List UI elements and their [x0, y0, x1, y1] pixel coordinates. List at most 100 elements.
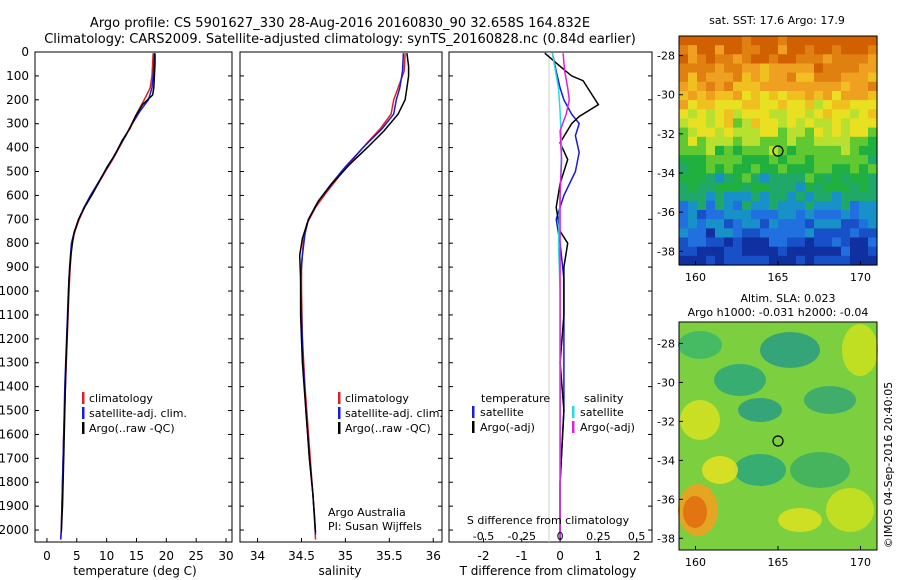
sst-cell [697, 63, 707, 74]
sst-cell [787, 173, 797, 184]
sst-cell [697, 136, 707, 147]
sst-cell [706, 118, 716, 129]
legend-swatch [572, 421, 575, 433]
sst-cell [796, 228, 806, 239]
sst-cell [769, 219, 779, 229]
imos-credit: ©IMOS 04-Sep-2016 20:40:05 [882, 382, 895, 548]
sst-cell [688, 182, 698, 193]
sst-cell [868, 100, 878, 110]
sst-cell [823, 100, 833, 110]
sst-cell [832, 36, 842, 46]
sst-cell [805, 118, 815, 129]
sst-cell [733, 36, 743, 46]
sst-cell [787, 91, 797, 101]
sst-cell [805, 255, 815, 266]
sst-cell [787, 164, 797, 174]
legend-label: satellite [480, 406, 524, 419]
sst-cell [724, 173, 734, 184]
sst-cell [706, 219, 716, 229]
sst-cell [697, 145, 707, 156]
sst-cell [805, 191, 815, 202]
x-tick-label: 25 [189, 549, 204, 563]
sst-cell [742, 81, 752, 92]
sst-cell [805, 127, 815, 138]
sst-cell [841, 228, 851, 239]
sst-cell [805, 200, 815, 211]
temperature-y-ticks [35, 51, 232, 531]
sst-cell [724, 191, 734, 202]
sst-cell [778, 127, 788, 138]
series-line [60, 53, 156, 533]
sst-cell [868, 200, 878, 211]
salinity-legend: climatology satellite-adj. clim. Argo(..ra… [338, 392, 443, 435]
sst-cell [787, 237, 797, 248]
sst-cell [715, 54, 725, 65]
s-tick-label: 0.5 [628, 530, 646, 543]
sst-cell [778, 255, 788, 266]
legend-swatch [82, 392, 85, 404]
sst-cell [742, 182, 752, 193]
s-tick-label: 0.25 [586, 530, 611, 543]
sst-cell [796, 36, 806, 46]
sst-cell [787, 200, 797, 211]
sst-cell [814, 118, 824, 129]
sst-cell [679, 36, 689, 46]
sst-cell [814, 109, 824, 120]
sst-cell [742, 45, 752, 55]
sst-cell [715, 100, 725, 110]
difference-panel: -2 -1 0 1 2 -0.5 -0.25 0 0.25 0.5 T difference f… [448, 51, 653, 578]
sst-cell [769, 200, 779, 211]
sst-cell [805, 100, 815, 110]
sst-cell [859, 45, 869, 55]
sla-blob [804, 386, 856, 414]
sst-cell [796, 72, 806, 83]
series-line [59, 53, 154, 540]
sst-cell [796, 219, 806, 229]
sst-cell [778, 200, 788, 211]
temperature-series [59, 53, 156, 540]
sst-cell [814, 36, 824, 46]
sst-cell [805, 45, 815, 55]
sst-cell [760, 136, 770, 147]
sst-cell [850, 173, 860, 184]
sst-cell [859, 63, 869, 74]
sst-cell [742, 100, 752, 110]
sst-cell [697, 36, 707, 46]
sst-cell [760, 210, 770, 220]
sst-cell [742, 200, 752, 211]
sst-cell [724, 200, 734, 211]
map-lon-label: 165 [768, 271, 789, 284]
sst-cell [733, 127, 743, 138]
sst-cell [724, 219, 734, 229]
sst-cell [742, 127, 752, 138]
sst-cell [724, 81, 734, 92]
sst-cell [796, 127, 806, 138]
sst-cell [751, 72, 761, 83]
sst-cell [859, 145, 869, 156]
x-tick-label: 35.5 [376, 549, 403, 563]
sst-cell [787, 109, 797, 120]
depth-tick-label: 200 [6, 93, 29, 107]
sst-cell [850, 118, 860, 129]
legend-label: Argo(-adj) [480, 421, 535, 434]
sst-cell [823, 63, 833, 74]
sst-cell [868, 127, 878, 138]
sst-cell [868, 136, 878, 147]
sst-cell [787, 228, 797, 239]
legend-label: climatology [89, 392, 153, 405]
sst-cell [778, 72, 788, 83]
sst-cell [814, 155, 824, 165]
sst-cell [733, 118, 743, 129]
sst-cell [688, 63, 698, 74]
sst-cell [751, 210, 761, 220]
depth-tick-label: 1600 [0, 427, 29, 441]
sst-cell [760, 145, 770, 156]
temperature-plot-frame [34, 51, 233, 543]
sst-cell [697, 173, 707, 184]
sst-cell [841, 100, 851, 110]
sst-cell [823, 173, 833, 184]
pi-label: PI: Susan Wijffels [328, 520, 422, 533]
sst-cell [724, 155, 734, 165]
x-tick-label: 34 [250, 549, 265, 563]
sst-cell [814, 219, 824, 229]
